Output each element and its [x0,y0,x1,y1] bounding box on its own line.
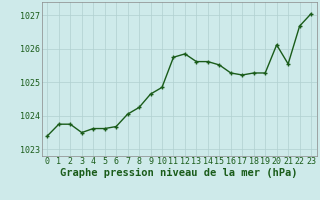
X-axis label: Graphe pression niveau de la mer (hPa): Graphe pression niveau de la mer (hPa) [60,168,298,178]
